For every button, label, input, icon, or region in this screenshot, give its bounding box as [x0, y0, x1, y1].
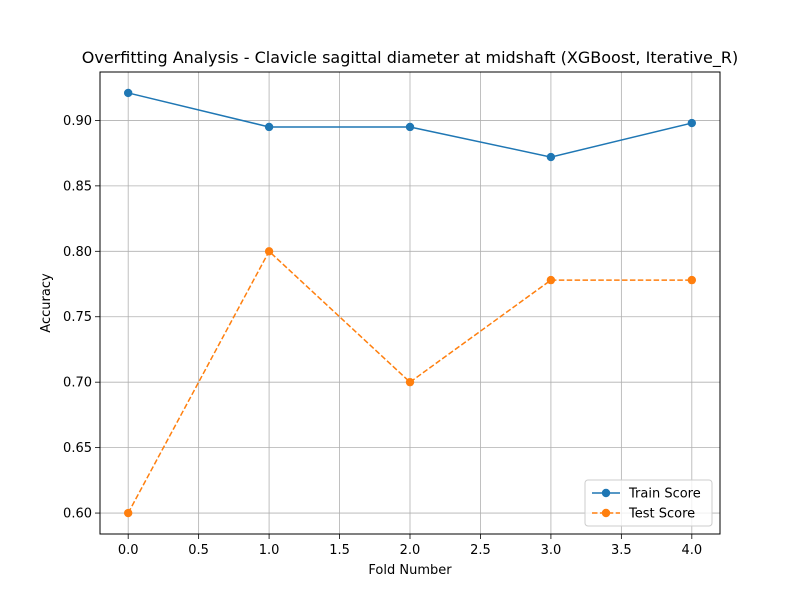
- data-point-train-score: [687, 118, 697, 128]
- x-tick-label: 1.0: [259, 543, 280, 558]
- y-tick-label: 0.80: [63, 245, 92, 260]
- legend-marker-train-score: [601, 488, 611, 498]
- series-test-score: [123, 247, 697, 518]
- x-tick-label: 3.0: [541, 543, 562, 558]
- y-tick-label: 0.60: [63, 507, 92, 522]
- data-point-train-score: [264, 122, 274, 132]
- data-point-test-score: [123, 508, 133, 518]
- legend-box: [584, 479, 713, 527]
- y-tick-label: 0.70: [63, 376, 92, 391]
- x-tick-label: 0.5: [188, 543, 209, 558]
- y-tick-label: 0.85: [63, 179, 92, 194]
- data-point-test-score: [546, 275, 556, 285]
- series-train-score: [123, 88, 697, 162]
- data-point-test-score: [405, 377, 415, 387]
- x-tick-label: 1.5: [329, 543, 350, 558]
- series-layer: [123, 88, 697, 518]
- ticks: 0.0 0.5 1.0 1.5 2.0 2.5 3.0 3.5 4.0 0.60 0.65 0.70 0…: [63, 114, 702, 558]
- series-line-test-score: [127, 250, 692, 514]
- x-tick-label: 3.5: [611, 543, 632, 558]
- x-tick-label: 2.0: [400, 543, 421, 558]
- data-point-test-score: [264, 247, 274, 256]
- chart-title: Overfitting Analysis - Clavicle sagittal…: [82, 48, 738, 68]
- data-point-train-score: [546, 152, 556, 162]
- legend-label-test-score: Test Score: [628, 507, 695, 522]
- x-tick-label: 4.0: [681, 543, 702, 558]
- x-tick-label: 0.0: [118, 543, 139, 558]
- data-point-train-score: [123, 88, 133, 98]
- y-tick-label: 0.65: [63, 441, 92, 456]
- y-axis-label: Accuracy: [39, 273, 54, 333]
- legend: Train Score Test Score: [584, 479, 713, 527]
- legend-label-train-score: Train Score: [628, 487, 701, 502]
- y-tick-label: 0.75: [63, 310, 92, 325]
- x-tick-label: 2.5: [470, 543, 491, 558]
- x-axis-label: Fold Number: [368, 563, 452, 578]
- y-tick-label: 0.90: [63, 114, 92, 129]
- data-point-test-score: [687, 275, 697, 285]
- data-point-train-score: [405, 122, 415, 132]
- legend-marker-test-score: [601, 508, 611, 518]
